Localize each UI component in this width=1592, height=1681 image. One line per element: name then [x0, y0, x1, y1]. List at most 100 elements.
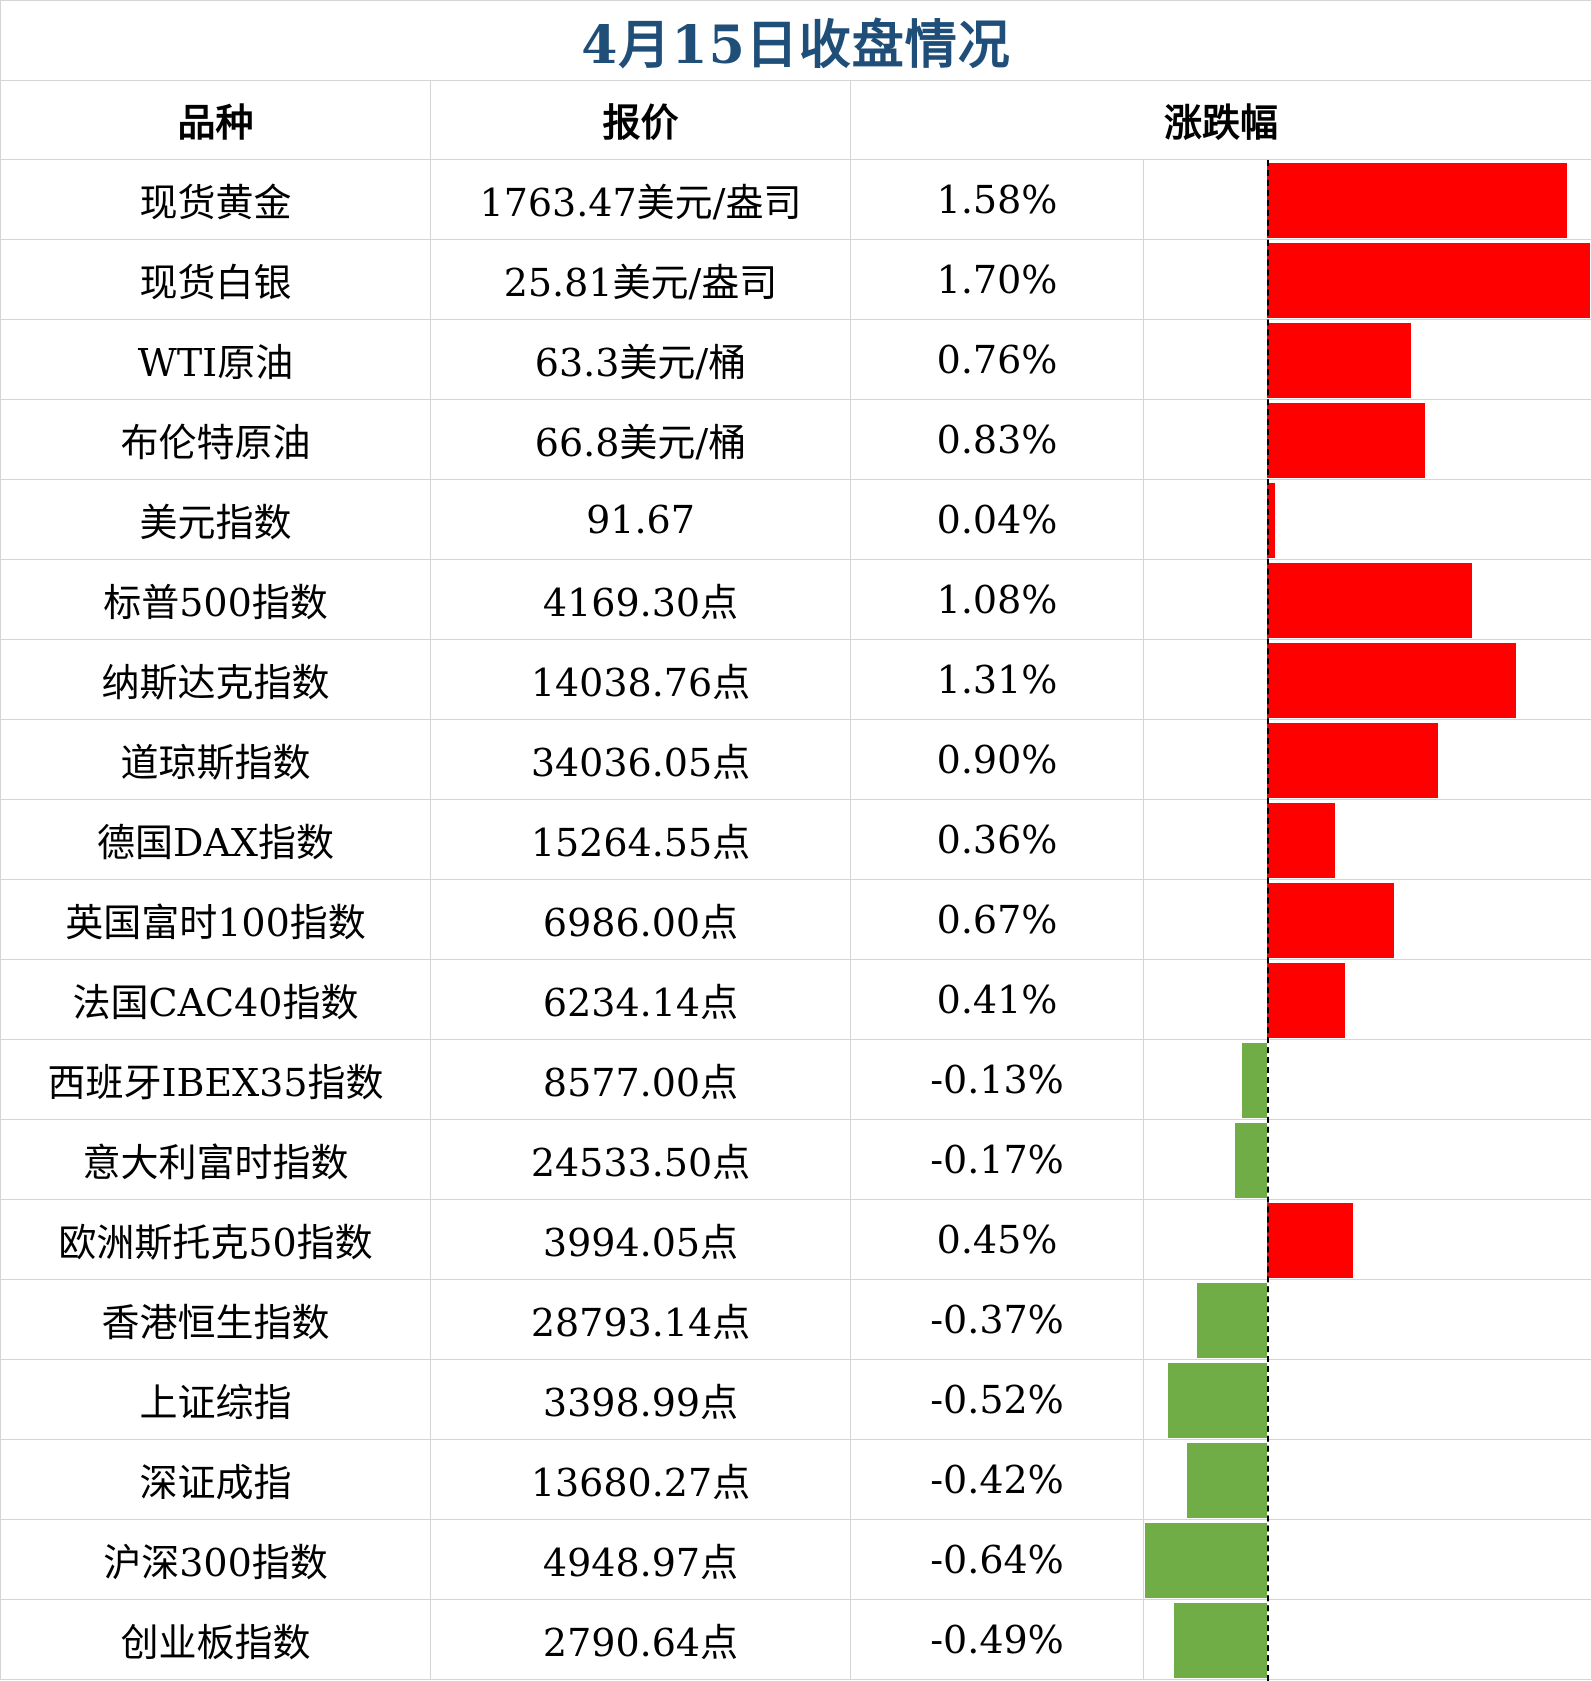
instrument-price: 3994.05点 [431, 1200, 851, 1280]
instrument-name: 道琼斯指数 [0, 720, 431, 800]
instrument-name: 德国DAX指数 [0, 800, 431, 880]
change-bar-cell [1144, 1280, 1592, 1360]
table-row: 深证成指 13680.27点 -0.42% [0, 1440, 1592, 1520]
zero-axis-line [1267, 160, 1269, 1681]
instrument-name: WTI原油 [0, 320, 431, 400]
instrument-price: 14038.76点 [431, 640, 851, 720]
change-bar-up [1267, 803, 1336, 878]
change-bar-cell [1144, 1200, 1592, 1280]
change-bar-up [1267, 163, 1568, 238]
instrument-price: 13680.27点 [431, 1440, 851, 1520]
change-bar-up [1267, 643, 1516, 718]
instrument-change: 1.58% [851, 160, 1144, 240]
table-row: 道琼斯指数 34036.05点 0.90% [0, 720, 1592, 800]
instrument-name: 英国富时100指数 [0, 880, 431, 960]
change-bar-up [1267, 883, 1395, 958]
change-bar-up [1267, 723, 1438, 798]
instrument-change: 0.45% [851, 1200, 1144, 1280]
table-row: 标普500指数 4169.30点 1.08% [0, 560, 1592, 640]
change-bar-cell [1144, 1600, 1592, 1680]
change-bar-cell [1144, 160, 1592, 240]
instrument-name: 意大利富时指数 [0, 1120, 431, 1200]
instrument-change: 0.67% [851, 880, 1144, 960]
header-price: 报价 [431, 80, 851, 160]
table-row: 西班牙IBEX35指数 8577.00点 -0.13% [0, 1040, 1592, 1120]
instrument-name: 现货黄金 [0, 160, 431, 240]
table-row: 法国CAC40指数 6234.14点 0.41% [0, 960, 1592, 1040]
table-row: 香港恒生指数 28793.14点 -0.37% [0, 1280, 1592, 1360]
change-bar-cell [1144, 1120, 1592, 1200]
table-row: 现货白银 25.81美元/盎司 1.70% [0, 240, 1592, 320]
change-bar-down [1187, 1443, 1267, 1518]
instrument-price: 34036.05点 [431, 720, 851, 800]
instrument-change: -0.37% [851, 1280, 1144, 1360]
table-row: 创业板指数 2790.64点 -0.49% [0, 1600, 1592, 1680]
change-bar-cell [1144, 400, 1592, 480]
change-bar-up [1267, 403, 1425, 478]
change-bar-cell [1144, 880, 1592, 960]
change-bar-cell [1144, 480, 1592, 560]
change-bar-down [1168, 1363, 1267, 1438]
table-row: 美元指数 91.67 0.04% [0, 480, 1592, 560]
change-bar-down [1173, 1603, 1267, 1678]
table-row: 布伦特原油 66.8美元/桶 0.83% [0, 400, 1592, 480]
change-bar-cell [1144, 1440, 1592, 1520]
table-row: 上证综指 3398.99点 -0.52% [0, 1360, 1592, 1440]
change-bar-cell [1144, 1040, 1592, 1120]
instrument-name: 创业板指数 [0, 1600, 431, 1680]
table-header: 品种 报价 涨跌幅 [0, 80, 1592, 160]
instrument-price: 25.81美元/盎司 [431, 240, 851, 320]
instrument-price: 63.3美元/桶 [431, 320, 851, 400]
instrument-change: 1.31% [851, 640, 1144, 720]
instrument-price: 8577.00点 [431, 1040, 851, 1120]
instrument-name: 现货白银 [0, 240, 431, 320]
change-bar-down [1145, 1523, 1267, 1598]
table-row: 沪深300指数 4948.97点 -0.64% [0, 1520, 1592, 1600]
change-bar-cell [1144, 560, 1592, 640]
instrument-change: -0.42% [851, 1440, 1144, 1520]
instrument-name: 上证综指 [0, 1360, 431, 1440]
change-bar-cell [1144, 1520, 1592, 1600]
instrument-price: 1763.47美元/盎司 [431, 160, 851, 240]
change-bar-cell [1144, 960, 1592, 1040]
instrument-change: 0.04% [851, 480, 1144, 560]
instrument-price: 66.8美元/桶 [431, 400, 851, 480]
change-bar-down [1234, 1123, 1267, 1198]
table-row: 意大利富时指数 24533.50点 -0.17% [0, 1120, 1592, 1200]
change-bar-up [1267, 963, 1345, 1038]
instrument-price: 28793.14点 [431, 1280, 851, 1360]
instrument-change: 0.83% [851, 400, 1144, 480]
change-bar-up [1267, 483, 1275, 558]
instrument-name: 深证成指 [0, 1440, 431, 1520]
instrument-change: -0.52% [851, 1360, 1144, 1440]
instrument-price: 91.67 [431, 480, 851, 560]
change-bar-up [1267, 563, 1473, 638]
instrument-name: 西班牙IBEX35指数 [0, 1040, 431, 1120]
instrument-name: 布伦特原油 [0, 400, 431, 480]
instrument-change: -0.49% [851, 1600, 1144, 1680]
instrument-price: 2790.64点 [431, 1600, 851, 1680]
instrument-change: -0.64% [851, 1520, 1144, 1600]
instrument-name: 香港恒生指数 [0, 1280, 431, 1360]
instrument-change: 0.90% [851, 720, 1144, 800]
instrument-price: 3398.99点 [431, 1360, 851, 1440]
instrument-name: 纳斯达克指数 [0, 640, 431, 720]
table-row: 纳斯达克指数 14038.76点 1.31% [0, 640, 1592, 720]
instrument-name: 美元指数 [0, 480, 431, 560]
change-bar-cell [1144, 320, 1592, 400]
instrument-change: 0.76% [851, 320, 1144, 400]
change-bar-down [1242, 1043, 1267, 1118]
header-name: 品种 [0, 80, 431, 160]
instrument-name: 沪深300指数 [0, 1520, 431, 1600]
instrument-change: 0.36% [851, 800, 1144, 880]
table-row: 现货黄金 1763.47美元/盎司 1.58% [0, 160, 1592, 240]
change-bar-up [1267, 1203, 1353, 1278]
table-row: 德国DAX指数 15264.55点 0.36% [0, 800, 1592, 880]
instrument-price: 15264.55点 [431, 800, 851, 880]
change-bar-up [1267, 323, 1412, 398]
change-bar-cell [1144, 1360, 1592, 1440]
table-row: WTI原油 63.3美元/桶 0.76% [0, 320, 1592, 400]
instrument-price: 6986.00点 [431, 880, 851, 960]
instrument-change: 1.08% [851, 560, 1144, 640]
